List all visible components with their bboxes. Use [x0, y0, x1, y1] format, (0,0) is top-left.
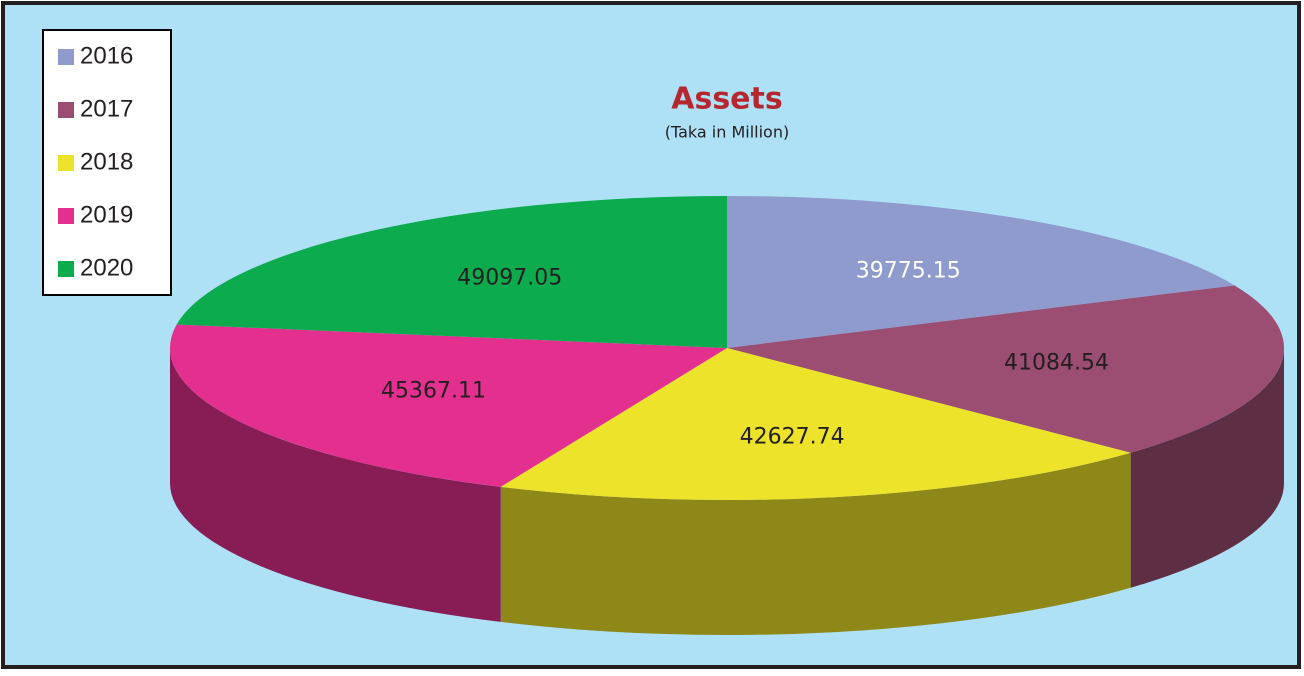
slice-side [500, 452, 1131, 635]
legend-swatch [58, 49, 74, 65]
slice [727, 285, 1285, 453]
slice [176, 196, 727, 348]
legend-swatch [58, 102, 74, 118]
pie: 39775.15 41084.54 42627.74 45367.11 49097.05 [169, 196, 1285, 635]
data-label: 45367.11 [381, 379, 486, 404]
legend-label: 2020 [80, 254, 133, 281]
data-label: 41084.54 [1004, 350, 1109, 375]
legend-swatch [58, 208, 74, 224]
legend-label: 2016 [80, 42, 133, 69]
data-label: 42627.74 [740, 424, 845, 449]
slice [500, 348, 1131, 500]
legend-swatch [58, 261, 74, 277]
slice [727, 196, 1235, 348]
data-label: 39775.15 [856, 258, 961, 283]
legend-label: 2018 [80, 148, 133, 175]
slice [169, 324, 727, 487]
slice-side [1130, 348, 1284, 588]
legend-label: 2017 [80, 95, 133, 122]
chart-subtitle: (Taka in Million) [665, 123, 789, 142]
legend-swatch [58, 155, 74, 171]
legend-label: 2019 [80, 201, 133, 228]
legend [42, 29, 172, 296]
data-label: 49097.05 [457, 266, 562, 291]
chart-title: Assets [671, 82, 782, 117]
slice-side [170, 348, 501, 622]
